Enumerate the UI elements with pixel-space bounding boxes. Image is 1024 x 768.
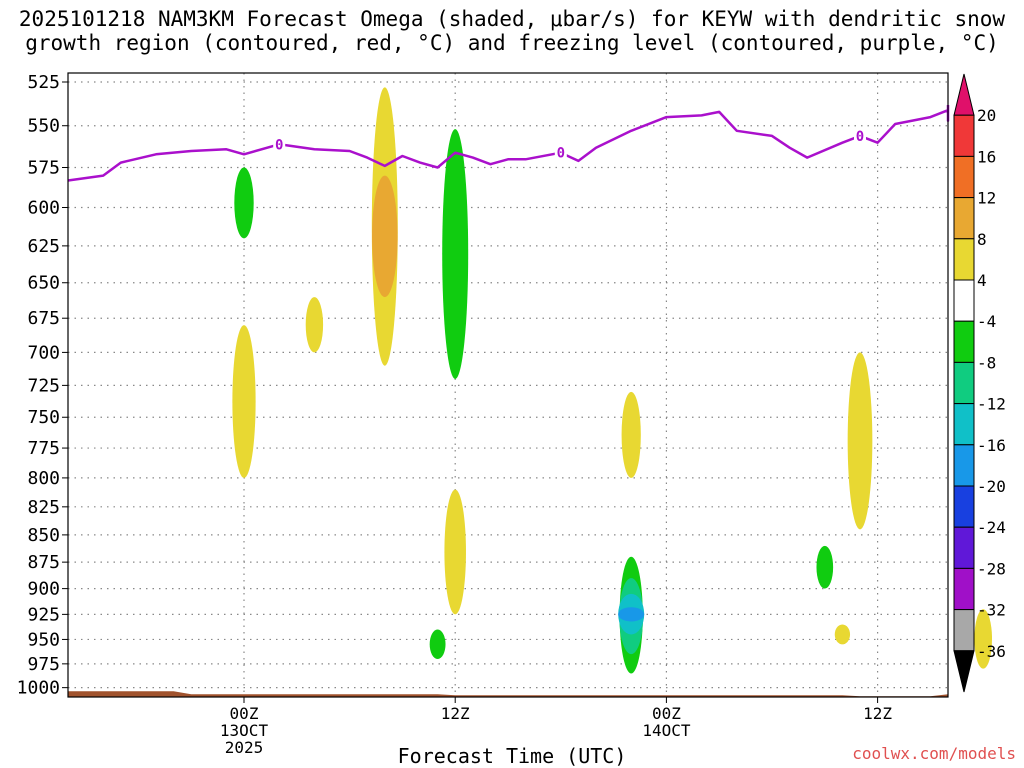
omega-sinking-region bbox=[305, 297, 324, 353]
colorbar-label: -28 bbox=[977, 559, 1006, 578]
y-tick-label: 750 bbox=[27, 407, 60, 428]
y-tick-label: 725 bbox=[27, 375, 60, 396]
colorbar-label: -4 bbox=[977, 312, 996, 331]
colorbar-label: -32 bbox=[977, 601, 1006, 620]
colorbar-segment bbox=[953, 609, 975, 652]
y-tick-label: 650 bbox=[27, 273, 60, 294]
colorbar-label: -12 bbox=[977, 395, 1006, 414]
omega-rising-region bbox=[429, 629, 446, 660]
colorbar-label: 8 bbox=[977, 230, 987, 249]
omega-sinking-region bbox=[834, 624, 851, 645]
y-tick-label: 625 bbox=[27, 236, 60, 257]
chart-title-line-1: 2025101218 NAM3KM Forecast Omega (shaded… bbox=[18, 7, 1006, 31]
x-axis-title: Forecast Time (UTC) bbox=[397, 744, 627, 768]
colorbar-label: 16 bbox=[977, 147, 996, 166]
x-tick-label: 12Z bbox=[441, 704, 470, 723]
y-tick-label: 900 bbox=[27, 579, 60, 600]
colorbar-label: -8 bbox=[977, 353, 996, 372]
omega-rising-region bbox=[442, 129, 469, 379]
omega-sinking-region bbox=[847, 352, 873, 530]
y-tick-label: 975 bbox=[27, 654, 60, 675]
x-tick-label: 00Z bbox=[230, 704, 259, 723]
colorbar-top-arrow bbox=[953, 73, 975, 116]
freezing-level-label-bg bbox=[854, 126, 866, 143]
y-tick-label: 950 bbox=[27, 629, 60, 650]
x-tick-label: 00Z bbox=[652, 704, 681, 723]
y-tick-label: 850 bbox=[27, 525, 60, 546]
y-tick-label: 875 bbox=[27, 552, 60, 573]
omega-sinking-region bbox=[444, 489, 466, 615]
plot-background bbox=[68, 73, 948, 697]
colorbar-label: -24 bbox=[977, 518, 1006, 537]
colorbar-label: 4 bbox=[977, 271, 987, 290]
y-tick-label: 550 bbox=[27, 116, 60, 137]
chart-title-line-2: growth region (contoured, red, °C) and f… bbox=[25, 31, 999, 55]
y-tick-label: 700 bbox=[27, 342, 60, 363]
freezing-level-label: 0 bbox=[275, 137, 283, 153]
colorbar-segment bbox=[953, 279, 975, 322]
terrain-surface bbox=[68, 691, 948, 697]
y-tick-label: 525 bbox=[27, 72, 60, 93]
omega-sinking-region bbox=[232, 325, 256, 478]
y-tick-label: 825 bbox=[27, 497, 60, 518]
x-tick-date-label: 14OCT bbox=[642, 721, 691, 740]
freezing-level-label: 0 bbox=[557, 146, 565, 162]
colorbar-segment bbox=[953, 567, 975, 611]
omega-sinking-region bbox=[974, 609, 993, 669]
freezing-level-label-bg bbox=[273, 135, 286, 152]
omega-sinking-region bbox=[372, 175, 398, 298]
y-tick-label: 575 bbox=[27, 158, 60, 179]
colorbar-segment bbox=[953, 238, 975, 281]
colorbar-segment bbox=[953, 403, 975, 446]
colorbar-label: -20 bbox=[977, 477, 1006, 496]
colorbar-segment bbox=[953, 526, 975, 569]
colorbar-label: -16 bbox=[977, 436, 1006, 455]
colorbar-segment bbox=[953, 485, 975, 528]
omega-rising-region bbox=[234, 167, 254, 239]
colorbar-segment bbox=[953, 444, 975, 487]
omega-sinking-region bbox=[621, 391, 641, 478]
y-tick-label: 675 bbox=[27, 308, 60, 329]
colorbar-segment bbox=[953, 361, 975, 405]
y-tick-label: 925 bbox=[27, 604, 60, 625]
y-tick-label: 1000 bbox=[17, 678, 60, 699]
x-tick-label: 12Z bbox=[863, 704, 892, 723]
y-tick-label: 800 bbox=[27, 468, 60, 489]
colorbar-label: -36 bbox=[977, 642, 1006, 661]
colorbar-bottom-arrow bbox=[953, 650, 975, 693]
y-tick-label: 775 bbox=[27, 438, 60, 459]
colorbar-segment bbox=[953, 155, 975, 199]
omega-rising-region bbox=[618, 607, 645, 622]
colorbar-label: 20 bbox=[977, 106, 996, 125]
y-tick-label: 600 bbox=[27, 198, 60, 219]
x-tick-date-label: 13OCT bbox=[220, 721, 269, 740]
colorbar-segment bbox=[953, 114, 975, 157]
source-watermark: coolwx.com/models bbox=[852, 744, 1016, 763]
colorbar-segment bbox=[953, 197, 975, 240]
omega-rising-region bbox=[816, 545, 834, 589]
freezing-level-label-bg bbox=[554, 143, 567, 160]
colorbar-label: 12 bbox=[977, 189, 996, 208]
colorbar-segment bbox=[953, 320, 975, 363]
freezing-level-label: 0 bbox=[856, 129, 864, 145]
x-tick-year-label: 2025 bbox=[225, 738, 264, 757]
